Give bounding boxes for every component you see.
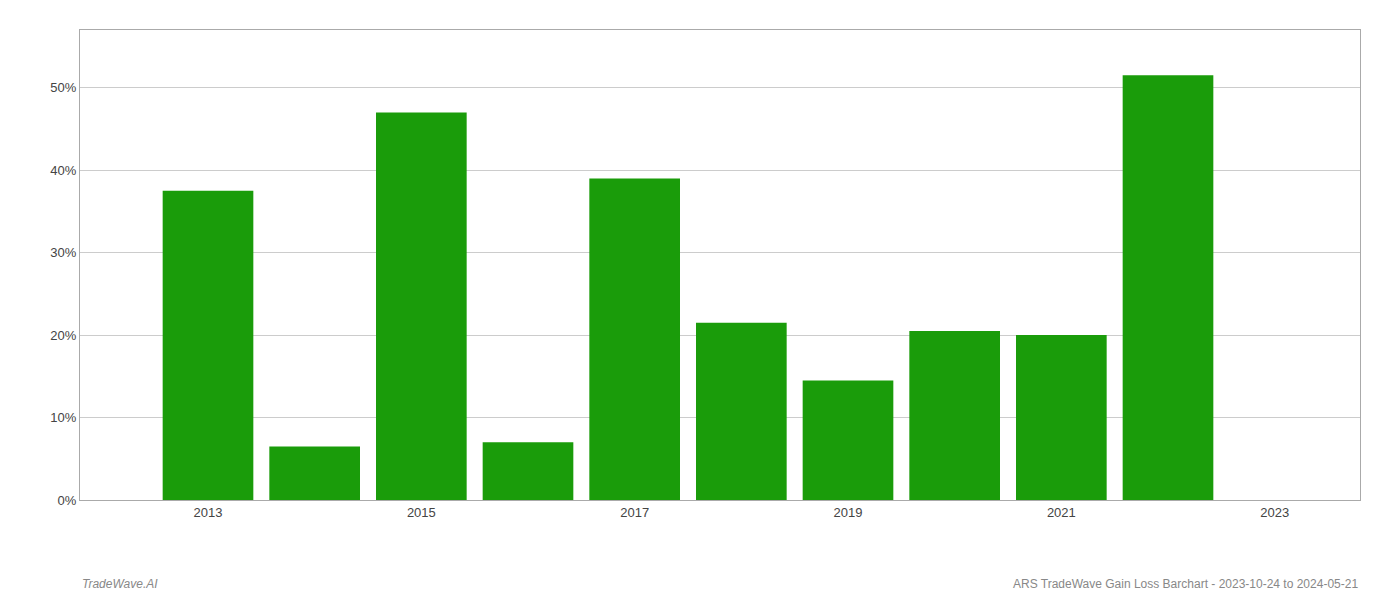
svg-text:2015: 2015 xyxy=(407,505,436,520)
svg-text:20%: 20% xyxy=(50,328,76,343)
svg-text:ARS TradeWave Gain Loss Barcha: ARS TradeWave Gain Loss Barchart - 2023-… xyxy=(1013,577,1358,591)
svg-text:2021: 2021 xyxy=(1047,505,1076,520)
svg-text:30%: 30% xyxy=(50,245,76,260)
svg-text:10%: 10% xyxy=(50,410,76,425)
svg-text:0%: 0% xyxy=(58,493,77,508)
svg-text:2013: 2013 xyxy=(194,505,223,520)
svg-text:50%: 50% xyxy=(50,80,76,95)
svg-text:2023: 2023 xyxy=(1260,505,1289,520)
svg-text:2017: 2017 xyxy=(620,505,649,520)
svg-text:TradeWave.AI: TradeWave.AI xyxy=(82,577,158,591)
svg-text:40%: 40% xyxy=(50,163,76,178)
svg-text:2019: 2019 xyxy=(834,505,863,520)
